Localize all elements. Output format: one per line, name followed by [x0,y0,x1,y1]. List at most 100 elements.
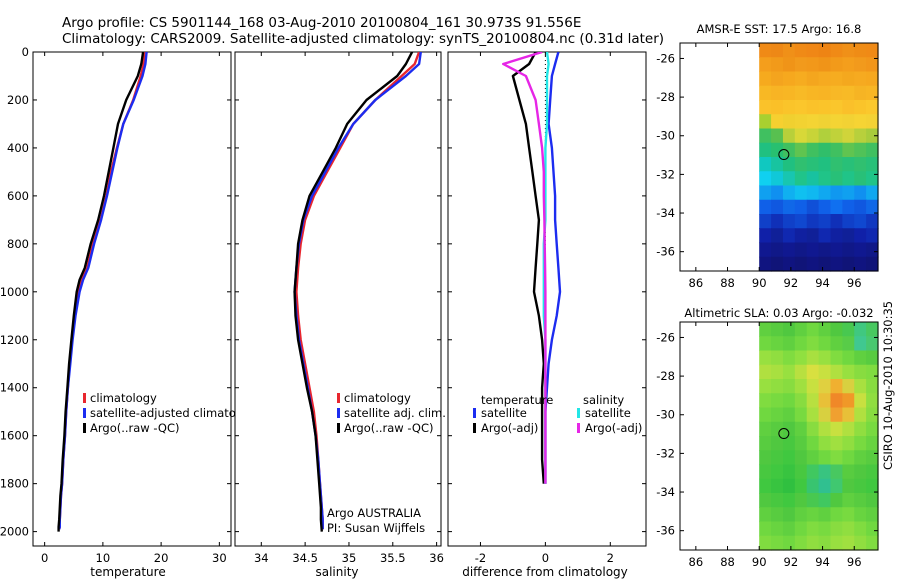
sla_map-heat-cell [842,379,855,394]
sst_map-heat-cell [830,199,843,215]
sla_map-heat-cell [806,493,820,508]
figure-title-line2: Climatology: CARS2009. Satellite-adjuste… [62,31,664,47]
sst_map-heat-cell [782,228,796,244]
sla_map-ytick-label: -26 [656,330,675,344]
sla_map-heat-cell [854,379,867,394]
sla_map-heat-cell [794,535,808,551]
sst_map-heat-cell [806,85,820,101]
sla_map-heat-cell [771,478,784,494]
sla_map-heat-cell [830,535,843,551]
sst_map-ytick-label: -36 [656,245,675,259]
sst_map-heat-cell [842,43,855,58]
sst_map-heat-cell [771,214,784,229]
sst_map-heat-cell [782,199,796,215]
sst_map-heat-cell [794,57,808,73]
sst_map-heat-cell [854,157,867,172]
sst_map-heat-cell [854,100,867,115]
sst_map-heat-cell [830,57,843,73]
sla_map-heat-cell [818,464,832,480]
sla_map-heat-cell [842,364,855,380]
sla_map-xtick-label: 90 [752,555,767,569]
sla_map-heat-cell [771,336,784,352]
sst_map-heat-cell [818,256,832,272]
sla_map-heat-cell [759,322,772,337]
temperature-legend-swatch [83,408,86,418]
sst_map-heat-cell [806,142,820,158]
sst_map-heat-cell [842,71,855,87]
sla_map-xtick-label: 86 [689,555,704,569]
sla_map-heat-cell [830,450,843,466]
sst_map-ytick-label: -28 [656,90,675,104]
sst_map-heat-cell [782,256,796,272]
sst_map-heat-cell [866,57,879,73]
sla_map-heat-cell [854,421,867,437]
sla_map-heat-cell [866,507,879,523]
sla_map-heat-cell [830,521,843,537]
sla_map-heat-cell [818,350,832,366]
sla_map-heat-cell [794,493,808,508]
sla_map-heat-cell [771,450,784,466]
sla_map-heat-cell [854,322,867,337]
sla_map-heat-cell [818,535,832,551]
sst_map-heat-cell [854,114,867,130]
sst_map-heat-cell [842,57,855,73]
sla_map-heat-cell [771,322,784,337]
sst_map-heat-cell [830,214,843,229]
sst_map-heat-cell [771,71,784,87]
sla_map-heat-cell [782,450,796,466]
salinity-legend-entry: Argo(..raw -QC) [344,421,434,435]
sst_map-heat-cell [842,242,855,258]
sst_map-heat-cell [866,85,879,101]
temperature-xlabel: temperature [90,565,165,579]
sst_map-heat-cell [830,256,843,272]
sla_map-heat-cell [782,478,796,494]
sla_map-heat-cell [818,393,832,409]
sst_map-heat-cell [866,199,879,215]
sla_map-heat-cell [854,364,867,380]
sst_map-ytick-label: -32 [656,167,675,181]
temperature-ytick-label: 600 [7,189,29,203]
temperature-ytick-label: 1600 [0,429,29,443]
sla_map-xtick-label: 94 [815,555,830,569]
salinity-xtick-label: 35 [342,551,357,565]
difference-legend-entry: Argo(-adj) [585,421,642,435]
sst_map-heat-cell [794,157,808,172]
sla_map-heat-cell [771,535,784,551]
sla_map-heat-cell [842,322,855,337]
sst_map-heat-cell [782,142,796,158]
sst_map-heat-cell [854,185,867,201]
sla_map-heat-cell [830,493,843,508]
sla_map-heat-cell [794,407,808,423]
sla_map-heat-cell [806,350,820,366]
sst_map-heat-cell [842,171,855,187]
sla_map-heat-cell [759,379,772,394]
sla_map-heat-cell [806,478,820,494]
sla_map-heat-cell [759,336,772,352]
sst_map-heat-cell [854,57,867,73]
sla_map-heat-cell [782,379,796,394]
sla_map-heat-cell [806,407,820,423]
sla_map-heat-cell [759,393,772,409]
sst_map-heat-cell [794,85,808,101]
sla_map-heat-cell [759,478,772,494]
sst_map-axes-frame [679,42,879,272]
sst_map-heat-cell [854,85,867,101]
salinity-panel: 34 34.5 35 35.5 36 salinity climatologysatelli… [234,51,446,579]
sla_map-heat-cell [806,393,820,409]
sla_map-heat-cell [794,436,808,451]
temperature-legend-entry: satellite-adjusted climatology [90,406,260,420]
sla_map-heat-cell [818,450,832,466]
sst_map-heat-cell [782,185,796,201]
sst_map-heat-cell [806,128,820,144]
sla_map-heat-cell [794,450,808,466]
sst_map-heat-cell [854,256,867,272]
sst_map-heat-cell [759,57,772,73]
sla_map-xtick-label: 88 [720,555,735,569]
sst_map-heat-cell [818,57,832,73]
sst_map-heat-cell [759,142,772,158]
sla_map-heat-cell [759,521,772,537]
sst_map-heat-cell [866,242,879,258]
sst_map-heat-cell [842,100,855,115]
sla_map-heat-cell [794,421,808,437]
sla_map-heat-cell [866,450,879,466]
